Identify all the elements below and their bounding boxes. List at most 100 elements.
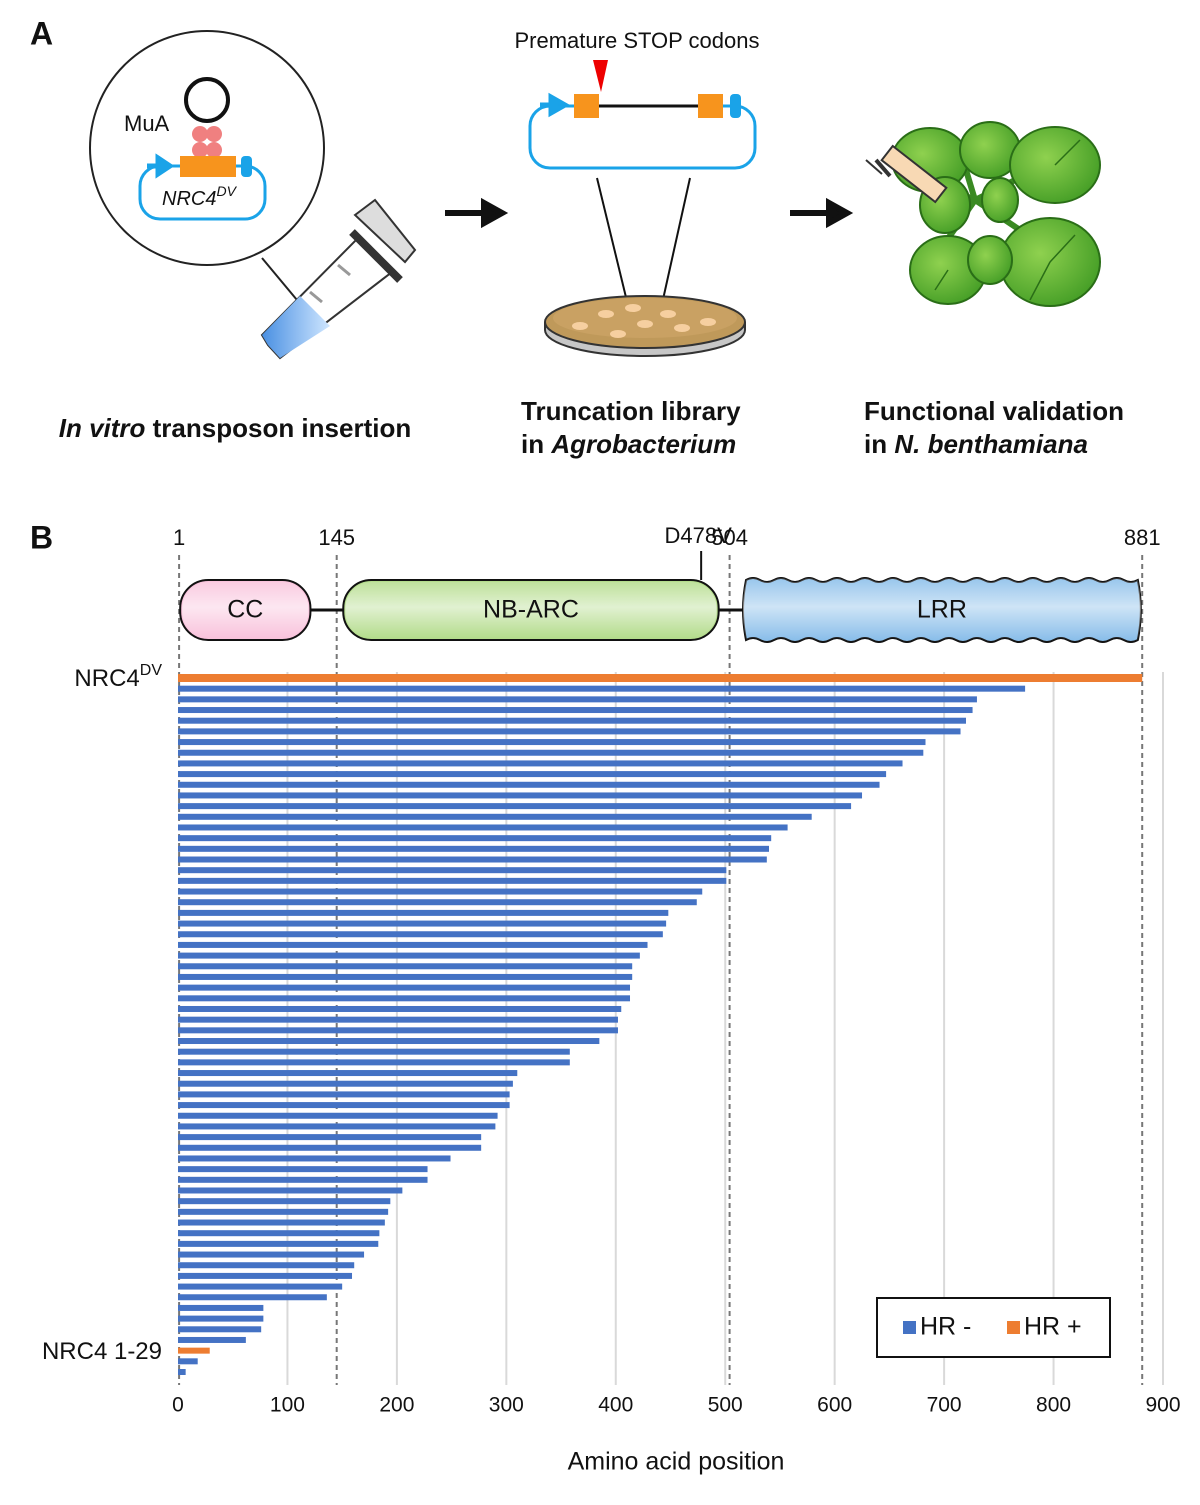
boundary-label: 881 [1124, 525, 1161, 550]
legend-label: HR + [1024, 1313, 1082, 1341]
bar [178, 739, 926, 746]
bar [178, 877, 727, 884]
bar [178, 931, 663, 938]
bar [178, 1336, 246, 1343]
bar [178, 685, 1026, 692]
bar [178, 1347, 210, 1354]
y-category-label: NRC4DV [74, 662, 162, 692]
bar [178, 856, 767, 863]
x-tick-label: 700 [927, 1394, 962, 1417]
bar [178, 1080, 513, 1087]
bar [178, 1315, 264, 1322]
boundary-label: 145 [318, 525, 355, 550]
bar [178, 1059, 570, 1066]
caption-run: in [521, 429, 551, 459]
domain-shine [345, 582, 717, 638]
construct-superscript: DV [216, 183, 237, 199]
caption-run: transposon insertion [145, 413, 411, 443]
bar [178, 1358, 198, 1365]
bar [178, 867, 727, 874]
caption-line: Truncation library [521, 396, 741, 426]
bar [178, 749, 924, 756]
bar [178, 824, 788, 831]
bar [178, 984, 631, 991]
x-tick-label: 600 [817, 1394, 852, 1417]
bar [178, 1219, 385, 1226]
step-arrow [790, 197, 854, 229]
plasmid [528, 60, 757, 323]
legend: HR - HR + [876, 1297, 1111, 1358]
domain-shine [182, 582, 309, 638]
bar [178, 1240, 379, 1247]
step-arrow [445, 197, 509, 229]
bar [178, 835, 772, 842]
bar [178, 1251, 365, 1258]
construct-label: NRC4DV [162, 183, 238, 211]
bar [178, 888, 703, 895]
bar [178, 1155, 451, 1162]
bar [178, 1166, 428, 1173]
bar [178, 1038, 600, 1045]
bar [178, 1005, 622, 1012]
x-axis-label: Amino acid position [568, 1448, 785, 1476]
bar [178, 781, 880, 788]
bar [178, 1134, 482, 1141]
insert-label: MuA [124, 111, 170, 136]
captions: In vitro transposon insertion Truncation … [59, 396, 1124, 459]
bar [178, 1016, 618, 1023]
bar [178, 909, 669, 916]
bar [178, 792, 863, 799]
bar [178, 1369, 186, 1375]
bar [178, 803, 852, 810]
syringe [865, 144, 948, 204]
petri-dish [544, 295, 746, 357]
x-tick-label: 500 [708, 1394, 743, 1417]
bar [178, 1091, 510, 1098]
bar [178, 728, 961, 735]
caption-line: in Agrobacterium [521, 429, 736, 459]
category-superscript: DV [140, 662, 163, 679]
domain-label: LRR [917, 596, 967, 624]
stop-label: Premature STOP codons [515, 28, 760, 53]
caption-run: Agrobacterium [550, 429, 736, 459]
domain-label: CC [227, 596, 263, 624]
bar [178, 899, 697, 906]
boundary-label: 504 [711, 525, 748, 550]
bar [178, 973, 633, 980]
bar [178, 1187, 403, 1194]
bar [178, 845, 769, 852]
plant [891, 121, 1101, 307]
bar [178, 1112, 498, 1119]
bar [178, 1102, 510, 1109]
caption-line: Functional validation [864, 396, 1124, 426]
caption-run: In vitro [59, 413, 146, 443]
chart: 0 100 200 300 400 500 600 700 800 900 Amino acid p… [42, 523, 1181, 1476]
legend-swatch [903, 1321, 916, 1334]
x-tick-label: 0 [172, 1394, 184, 1417]
y-category-label: NRC4 1-29 [42, 1338, 162, 1365]
caption-line: In vitro transposon insertion [59, 413, 411, 443]
caption-line: in N. benthamiana [864, 429, 1088, 459]
bar [178, 1272, 353, 1279]
category-name: NRC4 [74, 665, 139, 692]
bar [178, 1283, 343, 1290]
bar [178, 952, 640, 959]
bar [178, 920, 667, 927]
domain-label: NB-ARC [483, 596, 579, 624]
x-tick-label: 300 [489, 1394, 524, 1417]
caption-run: in [864, 429, 894, 459]
bar [178, 1198, 391, 1205]
bar [178, 1027, 618, 1034]
x-tick-label: 100 [270, 1394, 305, 1417]
x-tick-label: 200 [379, 1394, 414, 1417]
bar [178, 1294, 327, 1301]
bar [178, 1048, 570, 1055]
construct-name: NRC4 [162, 188, 216, 210]
bar [178, 771, 887, 778]
bar [178, 1230, 380, 1237]
bar [178, 813, 812, 820]
bar [178, 717, 966, 724]
zoom-inset [89, 30, 325, 307]
mutation-label: D478V [665, 523, 733, 548]
